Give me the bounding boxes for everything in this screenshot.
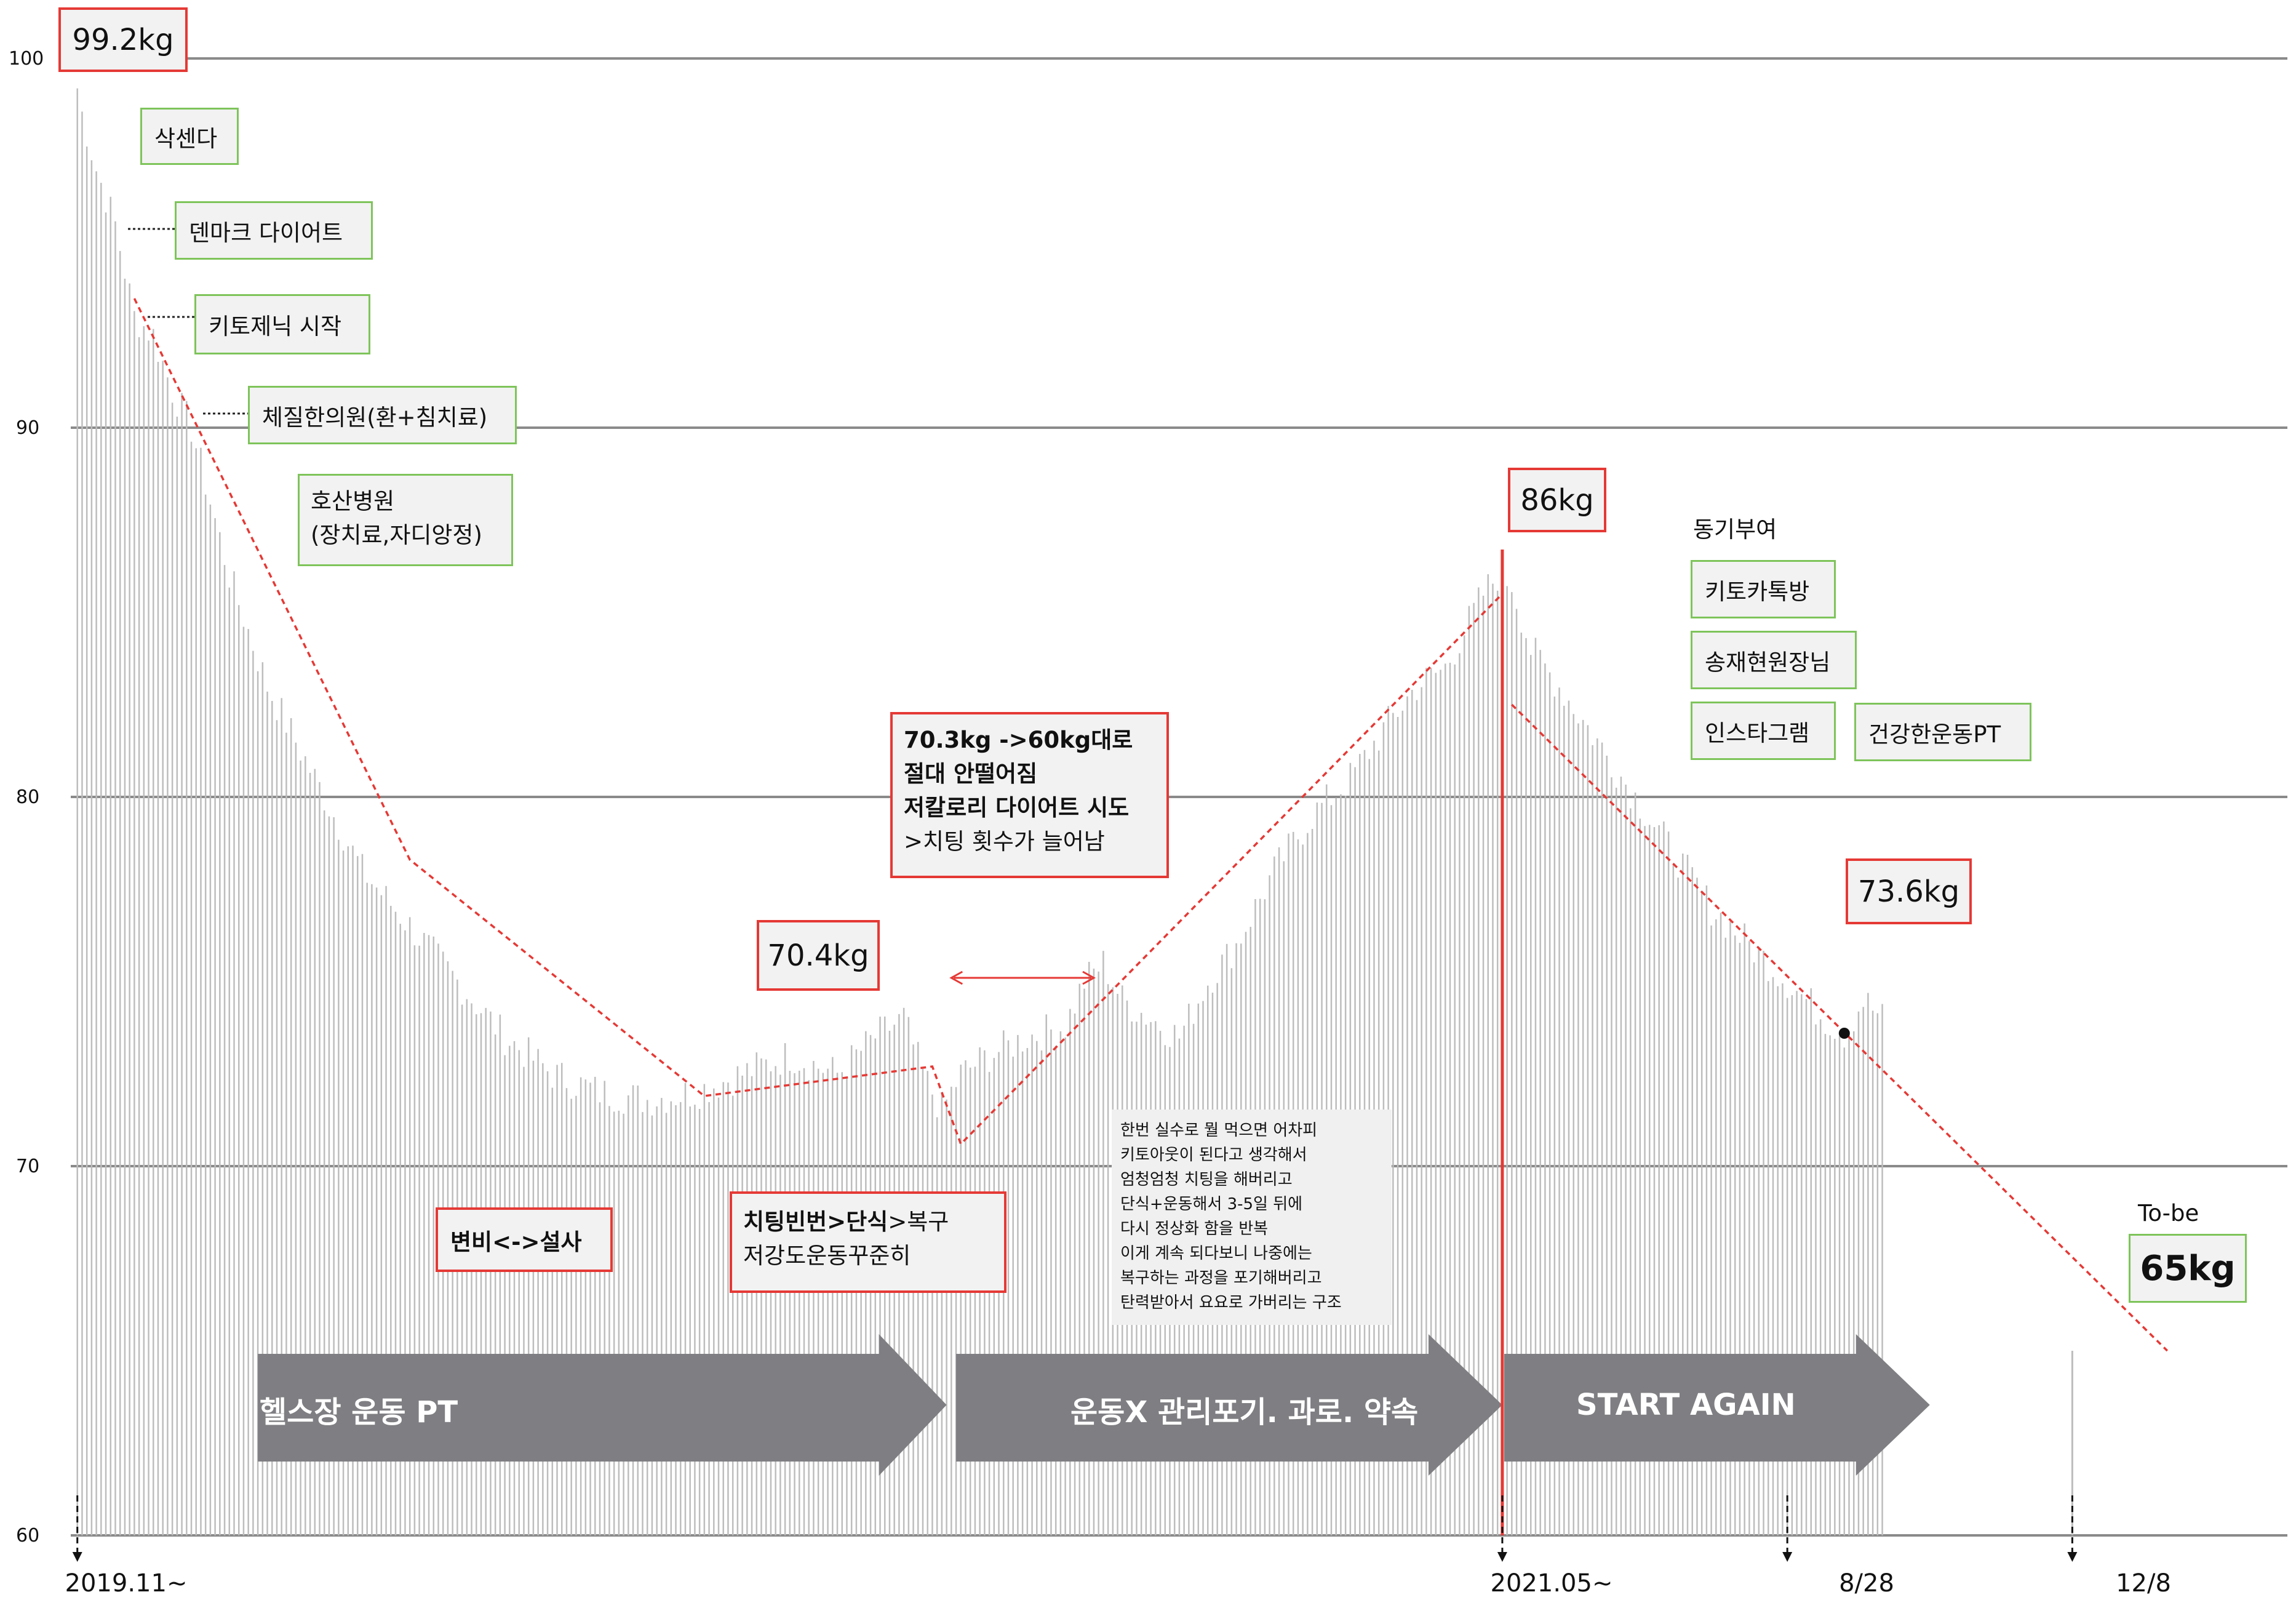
x-tick-128: 12/8 bbox=[2116, 1569, 2171, 1598]
y-tick-60: 60 bbox=[16, 1525, 40, 1546]
x-tick-2021: 2021.05~ bbox=[1490, 1569, 1613, 1598]
hosan-hospital-label: 호산병원 (장치료,자디앙정) bbox=[298, 474, 513, 566]
x-tick-start: 2019.11~ bbox=[65, 1569, 188, 1598]
yoyo-note: 한번 실수로 뭘 먹으면 어차피 키토아웃이 된다고 생각해서 엄청엄청 치팅을… bbox=[1112, 1110, 1392, 1325]
range-arrow-head-right bbox=[1082, 970, 1096, 985]
note-line-2: 키토아웃이 된다고 생각해서 bbox=[1120, 1146, 1307, 1164]
note-line-5: 다시 정상화 함을 반복 bbox=[1120, 1220, 1269, 1238]
phase-2-arrow bbox=[956, 1334, 1502, 1476]
note-line-4: 단식+운동해서 3-5일 뒤에 bbox=[1120, 1195, 1303, 1214]
plateau-line-1: 70.3kg ->60kg대로 bbox=[904, 727, 1133, 753]
keto-start-label: 키토제닉 시작 bbox=[194, 294, 370, 354]
weight-704-callout: 70.4kg bbox=[757, 920, 880, 991]
start-weight-callout: 99.2kg bbox=[58, 7, 188, 72]
instagram-label: 인스타그램 bbox=[1691, 702, 1836, 760]
phase-arrows bbox=[258, 1334, 1930, 1476]
plateau-line-3: 저칼로리 다이어트 시도 bbox=[904, 794, 1130, 821]
y-tick-80: 80 bbox=[16, 786, 40, 808]
x-marker-tip-1 bbox=[72, 1552, 82, 1562]
cheating-bold-text: 치팅빈번>단식 bbox=[743, 1209, 888, 1235]
keto-kakao-label: 키토카톡방 bbox=[1691, 560, 1836, 618]
motivation-label: 동기부여 bbox=[1693, 516, 1777, 543]
phase-1-arrow bbox=[258, 1334, 947, 1476]
constipation-label: 변비<->설사 bbox=[436, 1207, 613, 1272]
weight-736-callout: 73.6kg bbox=[1846, 858, 1972, 924]
note-line-3: 엄청엄청 치팅을 해버리고 bbox=[1120, 1170, 1293, 1189]
hosan-line-1: 호산병원 bbox=[311, 488, 395, 514]
cheating-line-2: 저강도운동꾸준히 bbox=[743, 1242, 911, 1269]
y-tick-100: 100 bbox=[9, 48, 44, 70]
y-tick-90: 90 bbox=[16, 417, 40, 439]
phase-3-label: START AGAIN bbox=[1576, 1388, 1796, 1422]
plateau-line-4: >치팅 횟수가 늘어남 bbox=[904, 828, 1105, 855]
y-tick-70: 70 bbox=[16, 1156, 40, 1177]
song-label: 송재현원장님 bbox=[1691, 631, 1857, 689]
cheating-restore-text: >복구 bbox=[888, 1209, 949, 1235]
note-line-1: 한번 실수로 뭘 먹으면 어차피 bbox=[1120, 1121, 1318, 1140]
x-marker-tip-4 bbox=[2067, 1552, 2078, 1562]
trend-line-1 bbox=[133, 298, 1504, 1146]
phase-1-label: 헬스장 운동 PT bbox=[260, 1395, 458, 1430]
tobe-label: To-be bbox=[2138, 1200, 2199, 1226]
range-arrow-head-left bbox=[949, 970, 963, 985]
phase-3-arrow bbox=[1504, 1334, 1930, 1476]
note-line-8: 탄력받아서 요요로 가버리는 구조 bbox=[1120, 1294, 1342, 1312]
clinic-label: 체질한의원(환+침치료) bbox=[248, 386, 517, 444]
saxenda-label: 삭센다 bbox=[140, 108, 239, 165]
x-marker-tip-3 bbox=[1782, 1552, 1793, 1562]
plateau-line-2: 절대 안떨어짐 bbox=[904, 761, 1038, 787]
cheating-callout: 치팅빈번>단식>복구 저강도운동꾸준히 bbox=[730, 1191, 1006, 1293]
plateau-callout: 70.3kg ->60kg대로 절대 안떨어짐 저칼로리 다이어트 시도 >치팅… bbox=[890, 712, 1169, 878]
trend-overlay bbox=[72, 228, 2169, 1562]
denmark-diet-label: 덴마크 다이어트 bbox=[175, 201, 373, 260]
note-line-7: 복구하는 과정을 포기해버리고 bbox=[1120, 1269, 1322, 1287]
healthy-pt-label: 건강한운동PT bbox=[1854, 703, 2031, 761]
tobe-weight-label: 65kg bbox=[2129, 1234, 2247, 1303]
x-tick-828: 8/28 bbox=[1839, 1569, 1894, 1598]
peak-weight-callout: 86kg bbox=[1508, 468, 1606, 532]
current-weight-dot bbox=[1838, 1028, 1850, 1039]
hosan-line-2: (장치료,자디앙정) bbox=[311, 522, 482, 548]
x-marker-tip-2 bbox=[1497, 1552, 1507, 1562]
phase-2-label: 운동X 관리포기. 과로. 약속 bbox=[1070, 1395, 1419, 1430]
note-line-6: 이게 계속 되다보니 나중에는 bbox=[1120, 1244, 1312, 1263]
cheating-line-1: 치팅빈번>단식>복구 bbox=[743, 1205, 993, 1239]
